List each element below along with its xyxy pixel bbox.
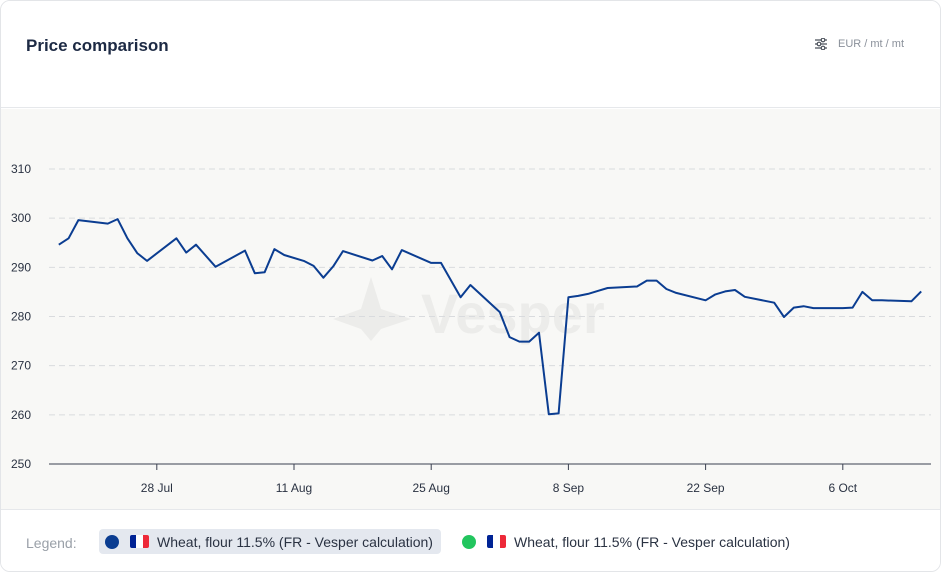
unit-label[interactable]: EUR / mt / mt [838,38,904,50]
legend-label: Legend: [26,535,77,551]
page-title: Price comparison [26,36,169,55]
y-tick-label: 250 [11,457,31,471]
x-tick-label: 11 Aug [276,481,312,495]
x-tick-label: 8 Sep [553,481,585,495]
y-tick-label: 270 [11,359,31,373]
sliders-icon[interactable] [814,38,828,50]
legend: Legend: Wheat, flour 11.5% (FR - Vesper … [1,509,940,571]
card-header: Price comparison EUR / mt / mt [1,1,940,108]
legend-item-1[interactable]: Wheat, flour 11.5% (FR - Vesper calculat… [456,529,798,554]
unit-selector[interactable]: EUR / mt / mt [814,38,904,50]
series-color-dot [105,534,119,549]
y-tick-label: 290 [11,260,31,274]
plot-area: Vesper 250 260 270 280 290 300 310 28 Jul 11 Au… [1,109,940,509]
y-tick-label: 280 [11,310,31,324]
y-tick-label: 300 [11,211,31,225]
x-tick-label: 22 Sep [687,481,725,495]
y-tick-label: 310 [11,162,31,176]
x-tick-label: 28 Jul [141,481,173,495]
france-flag-icon [130,535,149,548]
series-line [58,218,922,416]
watermark: Vesper [333,277,605,345]
legend-item-label[interactable]: Wheat, flour 11.5% (FR - Vesper calculat… [514,533,790,550]
legend-item-0[interactable]: Wheat, flour 11.5% (FR - Vesper calculat… [99,529,441,554]
watermark-text: Vesper [421,282,605,345]
y-tick-label: 260 [11,408,31,422]
series-color-dot [462,534,476,549]
x-tick-label: 6 Oct [828,481,857,495]
x-tick-label: 25 Aug [413,481,450,495]
france-flag-icon [487,535,506,548]
vesper-logo-icon [333,277,411,341]
line-chart: Vesper 250 260 270 280 290 300 310 28 Jul 11 Au… [11,162,931,495]
legend-item-label[interactable]: Wheat, flour 11.5% (FR - Vesper calculat… [157,533,433,550]
